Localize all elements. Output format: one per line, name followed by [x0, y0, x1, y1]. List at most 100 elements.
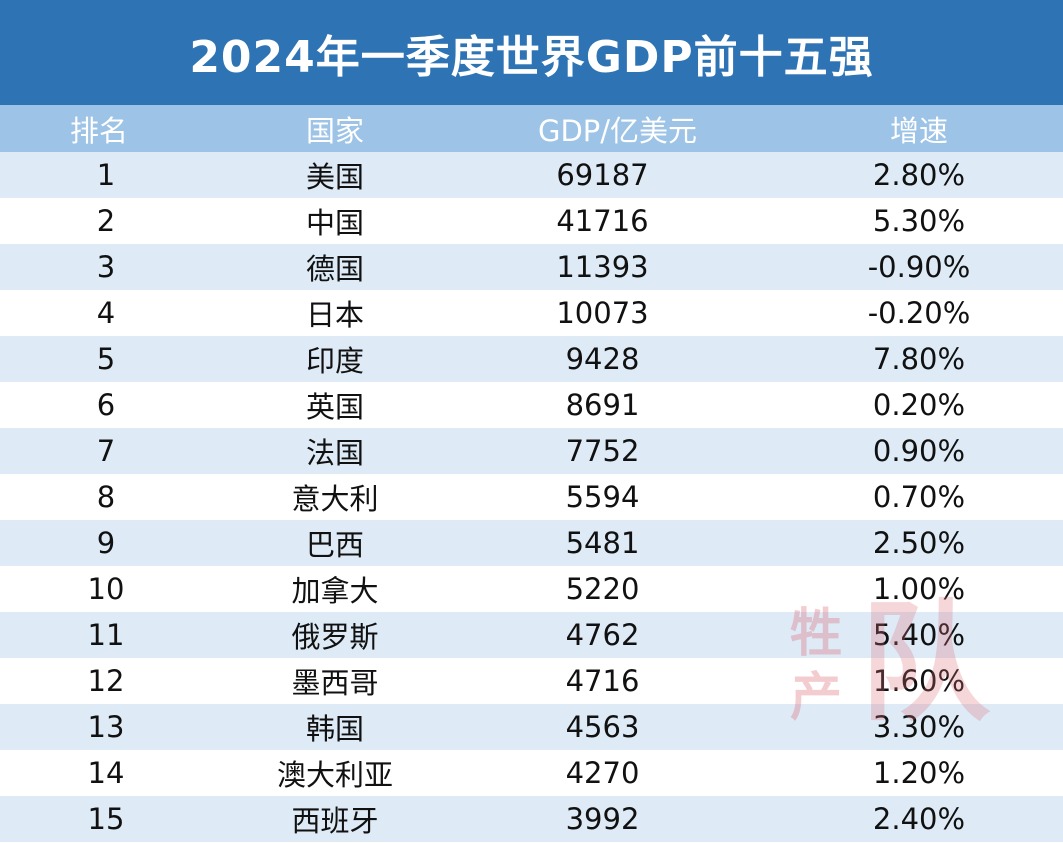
gdp-cell-text: 69187 [556, 158, 649, 192]
growth-cell: 1.60% [775, 658, 1063, 704]
country-cell: 韩国 [210, 704, 460, 750]
header-gdp: GDP/亿美元 [460, 105, 775, 152]
gdp-cell-text: 7752 [565, 434, 640, 468]
gdp-cell: 4716 [460, 658, 775, 704]
growth-cell-text: 1.00% [872, 572, 966, 606]
gdp-cell-text: 8691 [565, 388, 640, 422]
country-cell: 巴西 [210, 520, 460, 566]
growth-cell-text: 1.20% [872, 756, 966, 790]
growth-cell: 2.80% [775, 152, 1063, 198]
gdp-cell-text: 5481 [565, 526, 640, 560]
gdp-cell-text: 5220 [565, 572, 640, 606]
gdp-cell: 7752 [460, 428, 775, 474]
rank-cell-text: 10 [87, 572, 125, 606]
rank-cell: 13 [0, 704, 210, 750]
growth-cell: 0.70% [775, 474, 1063, 520]
table-row: 6 英国 8691 0.20% [0, 382, 1063, 428]
country-cell: 西班牙 [210, 796, 460, 842]
rank-cell-text: 6 [96, 388, 116, 422]
growth-cell: 5.40% [775, 612, 1063, 658]
rank-cell-text: 3 [96, 250, 116, 284]
country-cell: 日本 [210, 290, 460, 336]
country-cell: 美国 [210, 152, 460, 198]
rank-cell: 9 [0, 520, 210, 566]
growth-cell-text: 0.20% [872, 388, 966, 422]
growth-cell: 2.40% [775, 796, 1063, 842]
gdp-table: 排名 国家 GDP/亿美元 增速 1 美国 69187 2.80% 2 中国 41716 5.… [0, 105, 1063, 842]
country-cell-text: 西班牙 [291, 804, 379, 838]
country-cell-text: 英国 [305, 390, 364, 424]
growth-cell: 0.20% [775, 382, 1063, 428]
country-cell-text: 意大利 [291, 482, 379, 516]
gdp-cell-text: 10073 [556, 296, 649, 330]
rank-cell: 2 [0, 198, 210, 244]
rank-cell: 4 [0, 290, 210, 336]
gdp-cell: 69187 [460, 152, 775, 198]
rank-cell-text: 14 [87, 756, 125, 790]
rank-cell-text: 11 [87, 618, 125, 652]
rank-cell: 11 [0, 612, 210, 658]
table-row: 7 法国 7752 0.90% [0, 428, 1063, 474]
page-title: 2024年一季度世界GDP前十五强 [189, 31, 874, 83]
country-cell: 英国 [210, 382, 460, 428]
table-row: 4 日本 10073 -0.20% [0, 290, 1063, 336]
country-cell: 加拿大 [210, 566, 460, 612]
gdp-cell-text: 3992 [565, 802, 640, 836]
gdp-cell: 11393 [460, 244, 775, 290]
table-row: 15 西班牙 3992 2.40% [0, 796, 1063, 842]
table-row: 13 韩国 4563 3.30% [0, 704, 1063, 750]
rank-cell: 1 [0, 152, 210, 198]
header-growth: 增速 [775, 105, 1063, 152]
country-cell: 中国 [210, 198, 460, 244]
country-cell-text: 美国 [305, 160, 364, 194]
country-cell-text: 韩国 [305, 712, 364, 746]
gdp-cell-text: 9428 [565, 342, 640, 376]
gdp-cell-text: 41716 [556, 204, 649, 238]
country-cell-text: 德国 [305, 252, 364, 286]
table-row: 9 巴西 5481 2.50% [0, 520, 1063, 566]
growth-cell: -0.90% [775, 244, 1063, 290]
country-cell: 墨西哥 [210, 658, 460, 704]
growth-cell-text: -0.20% [867, 296, 971, 330]
country-cell-text: 印度 [305, 344, 364, 378]
table-row: 5 印度 9428 7.80% [0, 336, 1063, 382]
country-cell-text: 法国 [305, 436, 364, 470]
gdp-cell-text: 4762 [565, 618, 640, 652]
header-country: 国家 [210, 105, 460, 152]
rank-cell: 10 [0, 566, 210, 612]
gdp-cell: 4270 [460, 750, 775, 796]
table-row: 11 俄罗斯 4762 5.40% [0, 612, 1063, 658]
rank-cell-text: 2 [96, 204, 116, 238]
growth-cell-text: 3.30% [872, 710, 966, 744]
growth-cell: 7.80% [775, 336, 1063, 382]
country-cell-text: 加拿大 [291, 574, 379, 608]
rank-cell-text: 13 [87, 710, 125, 744]
title-bar: 2024年一季度世界GDP前十五强 [0, 0, 1063, 105]
table-body: 1 美国 69187 2.80% 2 中国 41716 5.30% 3 德国 11393 -0.90%… [0, 152, 1063, 842]
growth-cell-text: 7.80% [872, 342, 966, 376]
growth-cell: 2.50% [775, 520, 1063, 566]
country-cell: 德国 [210, 244, 460, 290]
table-row: 12 墨西哥 4716 1.60% [0, 658, 1063, 704]
rank-cell-text: 5 [96, 342, 116, 376]
gdp-cell-text: 5594 [565, 480, 640, 514]
rank-cell-text: 8 [96, 480, 116, 514]
growth-cell-text: 0.70% [872, 480, 966, 514]
country-cell-text: 中国 [305, 206, 364, 240]
country-cell-text: 墨西哥 [291, 666, 379, 700]
growth-cell-text: -0.90% [867, 250, 971, 284]
header-rank: 排名 [0, 105, 210, 152]
gdp-cell: 41716 [460, 198, 775, 244]
country-cell-text: 俄罗斯 [291, 620, 379, 654]
country-cell: 俄罗斯 [210, 612, 460, 658]
rank-cell-text: 7 [96, 434, 116, 468]
rank-cell: 15 [0, 796, 210, 842]
growth-cell-text: 5.40% [872, 618, 966, 652]
country-cell: 印度 [210, 336, 460, 382]
table-row: 8 意大利 5594 0.70% [0, 474, 1063, 520]
rank-cell: 6 [0, 382, 210, 428]
gdp-cell: 5220 [460, 566, 775, 612]
country-cell: 法国 [210, 428, 460, 474]
rank-cell-text: 15 [87, 802, 125, 836]
growth-cell-text: 2.50% [872, 526, 966, 560]
